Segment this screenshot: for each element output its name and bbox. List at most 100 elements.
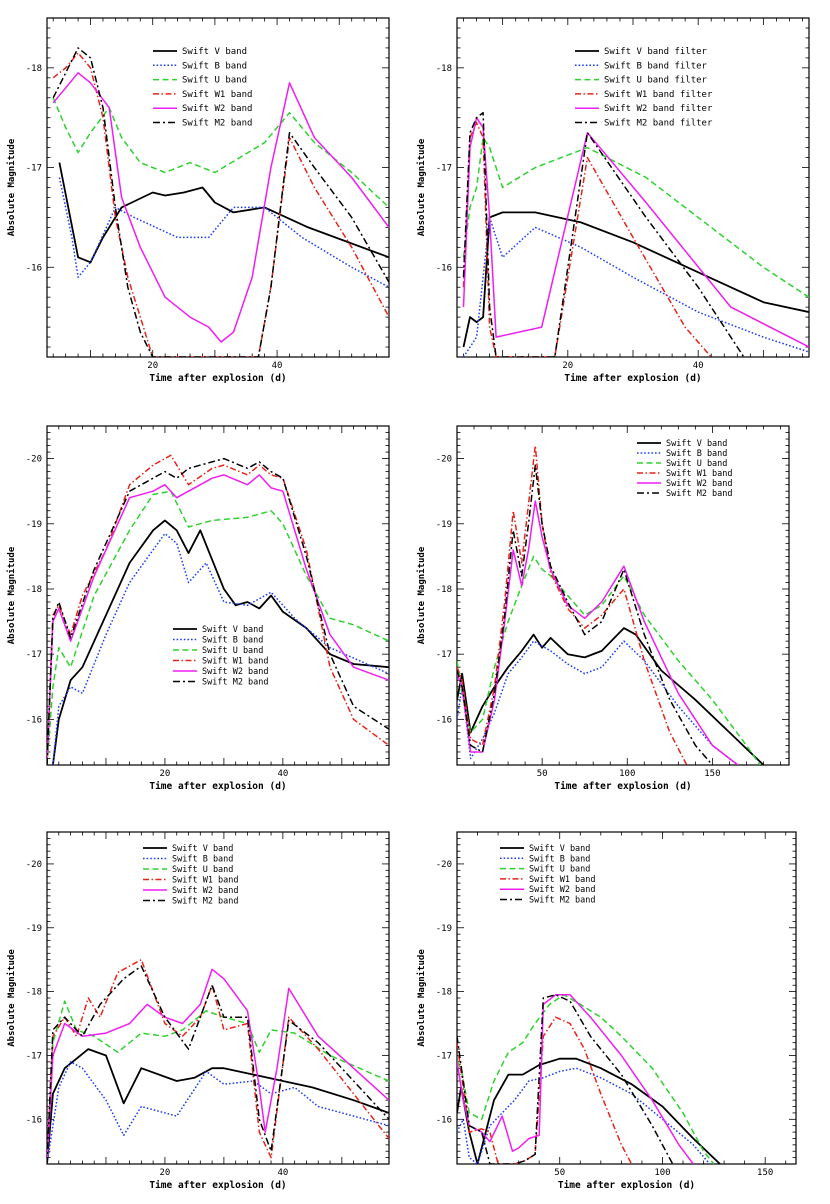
x-tick-label: 40 xyxy=(277,769,288,779)
legend-label: Swift W1 band xyxy=(182,90,252,100)
y-tick-label: -16 xyxy=(436,715,452,725)
y-tick-label: -18 xyxy=(26,585,42,595)
legend-label: Swift W1 band xyxy=(666,469,733,479)
series-line-w1 xyxy=(47,958,389,1164)
y-tick-label: -17 xyxy=(26,164,42,174)
y-tick-label: -18 xyxy=(436,585,452,595)
series-line-w2 xyxy=(457,994,694,1164)
series-line-u xyxy=(457,555,761,765)
y-tick-label: -18 xyxy=(436,64,452,74)
series-line-b xyxy=(58,177,389,288)
series-line-m2 xyxy=(52,47,389,357)
x-tick-label: 20 xyxy=(562,361,573,371)
legend-label: Swift W2 band xyxy=(202,667,269,677)
y-tick-label: -16 xyxy=(26,1115,42,1125)
series-line-u xyxy=(47,1000,389,1164)
legend-label: Swift V band xyxy=(529,844,590,854)
y-tick-label: -20 xyxy=(26,860,42,870)
y-tick-label: -19 xyxy=(26,924,42,934)
series-line-v xyxy=(58,162,389,264)
legend-label: Swift U band filter xyxy=(604,76,708,86)
x-tick-label: 150 xyxy=(704,769,720,779)
x-tick-label: 20 xyxy=(147,361,158,371)
series-group xyxy=(462,111,809,357)
x-tick-label: 40 xyxy=(272,361,283,371)
series-line-v xyxy=(457,627,765,765)
x-tick-label: 40 xyxy=(277,1168,288,1178)
series-line-b xyxy=(457,1067,711,1164)
legend-label: Swift U band xyxy=(529,865,590,875)
legend-label: Swift W2 band xyxy=(529,885,596,895)
legend-label: Swift B band xyxy=(202,636,263,646)
y-tick-label: -16 xyxy=(436,1115,452,1125)
x-axis-label: Time after explosion (d) xyxy=(558,1180,695,1191)
legend: Swift V band filter Swift B band filter Sw… xyxy=(575,47,713,129)
y-axis-label: Absolute Magnitude xyxy=(6,949,17,1047)
legend-label: Swift U band xyxy=(172,865,233,875)
legend-label: Swift B band xyxy=(666,449,727,459)
panel-top-right: 20 40 -16 -17 -18 Time after explosion (d) Abs… xyxy=(416,17,810,384)
series-line-v xyxy=(52,519,389,765)
series-line-w1 xyxy=(462,121,712,357)
legend-label: Swift B band filter xyxy=(604,61,708,71)
x-tick-label: 20 xyxy=(160,769,171,779)
series-line-b xyxy=(47,1061,389,1164)
legend-label: Swift M2 band xyxy=(202,678,269,688)
x-axis-label: Time after explosion (d) xyxy=(554,781,691,792)
series-line-u xyxy=(457,994,715,1164)
series-line-u xyxy=(47,490,389,765)
legend-label: Swift V band xyxy=(182,47,247,57)
y-axis-label: Absolute Magnitude xyxy=(6,138,17,236)
y-tick-label: -18 xyxy=(26,64,42,74)
y-tick-label: -18 xyxy=(26,988,42,998)
series-line-u xyxy=(462,136,809,298)
y-axis-label: Absolute Magnitude xyxy=(416,546,427,644)
series-group xyxy=(457,994,721,1164)
panel-bottom-left: 20 40 -16 -17 -18 -19 -20 Time after explosion … xyxy=(6,831,390,1191)
series-group xyxy=(47,454,389,765)
series-line-w2 xyxy=(47,474,389,765)
plot-frame xyxy=(456,425,790,766)
x-axis-label: Time after explosion (d) xyxy=(149,781,286,792)
x-axis-label: Time after explosion (d) xyxy=(149,373,286,384)
series-line-v xyxy=(462,211,809,348)
legend-label: Swift M2 band xyxy=(666,489,733,499)
series-line-m2 xyxy=(457,994,674,1164)
series-line-w2 xyxy=(462,116,809,348)
legend-label: Swift M2 band xyxy=(172,897,239,907)
x-axis-label: Time after explosion (d) xyxy=(149,1180,286,1191)
y-tick-label: -16 xyxy=(26,263,42,273)
legend-label: Swift V band filter xyxy=(604,47,708,57)
y-tick-label: -17 xyxy=(436,164,452,174)
x-tick-label: 150 xyxy=(757,1168,773,1178)
legend-label: Swift W1 band xyxy=(202,657,269,667)
legend-label: Swift B band xyxy=(172,855,233,865)
series-line-u xyxy=(52,97,389,208)
legend-label: Swift V band xyxy=(202,625,263,635)
x-tick-label: 50 xyxy=(554,1168,565,1178)
series-line-w1 xyxy=(52,52,389,357)
x-tick-label: 100 xyxy=(654,1168,670,1178)
y-axis-label: Absolute Magnitude xyxy=(6,546,17,644)
series-line-b xyxy=(457,640,739,765)
series-group xyxy=(47,958,389,1164)
series-line-w2 xyxy=(457,500,739,765)
y-tick-label: -17 xyxy=(26,650,42,660)
series-line-w2 xyxy=(47,968,389,1164)
series-line-v xyxy=(47,1048,389,1164)
x-tick-label: 50 xyxy=(537,769,548,779)
legend-label: Swift V band xyxy=(172,844,233,854)
y-tick-label: -16 xyxy=(26,715,42,725)
y-tick-label: -19 xyxy=(26,520,42,530)
series-line-w2 xyxy=(52,72,389,343)
series-line-m2 xyxy=(457,464,713,765)
legend-label: Swift M2 band xyxy=(529,896,596,906)
legend-label: Swift W1 band filter xyxy=(604,90,713,100)
legend-label: Swift B band xyxy=(529,854,590,864)
legend-label: Swift B band xyxy=(182,61,247,71)
series-group xyxy=(52,47,389,357)
panel-middle-right: 50 100 150 -16 -17 -18 -19 -20 Time after explos… xyxy=(416,425,790,792)
